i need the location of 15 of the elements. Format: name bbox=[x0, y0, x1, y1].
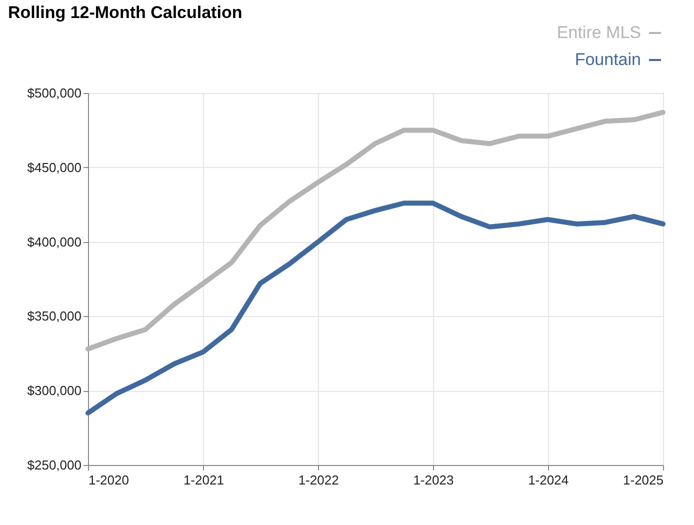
legend-label: Entire MLS bbox=[556, 23, 641, 42]
y-tick-label: $250,000 bbox=[27, 458, 82, 472]
y-tick-label: $300,000 bbox=[27, 383, 82, 398]
x-tick-label: 1-2024 bbox=[528, 472, 569, 488]
y-tick-label: $400,000 bbox=[27, 234, 82, 250]
x-tick-label: 1-2022 bbox=[298, 472, 339, 488]
x-tick-label: 1-2021 bbox=[183, 472, 224, 488]
chart-title: Rolling 12-Month Calculation bbox=[8, 3, 242, 22]
y-tick-label: $450,000 bbox=[27, 160, 82, 175]
y-tick-label: $500,000 bbox=[27, 86, 82, 100]
legend-label: Fountain bbox=[574, 50, 641, 69]
x-tick-label: 1-2025 bbox=[623, 472, 664, 488]
x-tick-label: 1-2020 bbox=[88, 472, 129, 488]
y-tick-label: $350,000 bbox=[27, 308, 82, 324]
x-tick-label: 1-2023 bbox=[413, 472, 454, 488]
